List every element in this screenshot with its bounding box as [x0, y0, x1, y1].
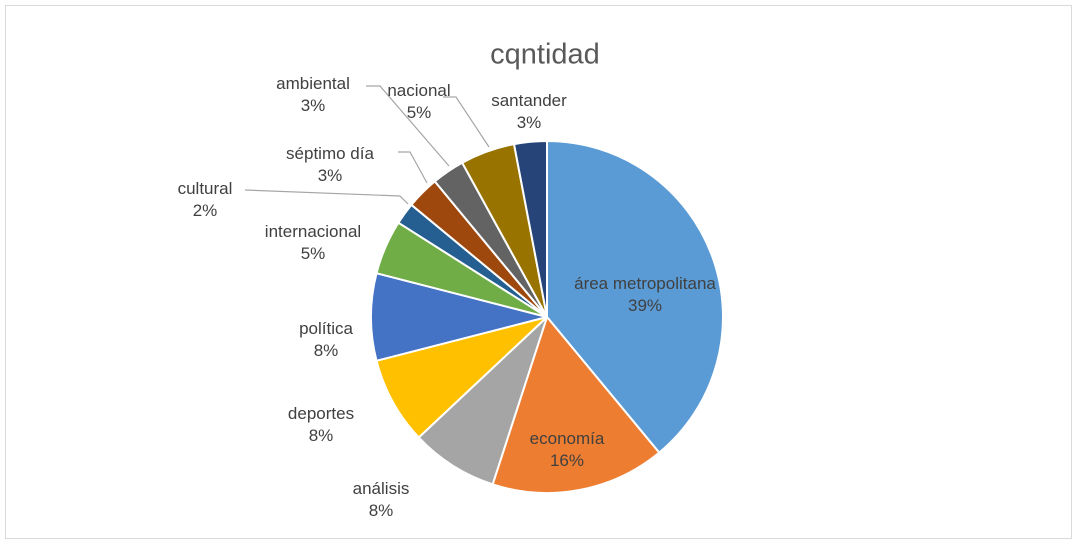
chart-title: cqntidad: [490, 38, 600, 71]
category-label: deportes: [287, 404, 355, 423]
data-label: séptimo día 3%: [286, 143, 374, 187]
pie-slice: [546, 139, 724, 455]
pie-slice: [370, 272, 548, 362]
data-label: análisis 8%: [353, 478, 410, 522]
leader-lines: [244, 85, 490, 205]
leader-line: [244, 189, 409, 205]
value-label: 8%: [308, 426, 334, 445]
category-label: análisis: [352, 479, 410, 498]
value-label: 3%: [300, 96, 326, 115]
pie-slice: [512, 139, 548, 318]
value-label: 3%: [516, 113, 542, 132]
data-label: cultural 2%: [178, 178, 233, 222]
value-label: 8%: [368, 501, 394, 520]
data-label: área metropolitana 39%: [570, 273, 720, 317]
leader-line: [398, 151, 428, 184]
data-label: ambiental 3%: [276, 73, 350, 117]
category-label: cultural: [177, 179, 233, 198]
category-label: política: [299, 319, 353, 338]
category-label: internacional: [264, 222, 362, 241]
category-label: área metropolitana: [574, 274, 716, 293]
value-label: 5%: [300, 244, 326, 263]
category-label: ambiental: [276, 74, 350, 93]
data-label: internacional 5%: [265, 221, 361, 265]
leader-line: [443, 96, 490, 148]
value-label: 8%: [313, 341, 339, 360]
leader-line: [366, 85, 450, 167]
value-label: 39%: [627, 296, 663, 315]
pie-slice: [491, 314, 661, 494]
value-label: 16%: [549, 451, 585, 470]
category-label: nacional: [387, 81, 451, 100]
data-label: deportes 8%: [288, 403, 354, 447]
data-label: nacional 5%: [387, 80, 450, 124]
category-label: economía: [529, 429, 605, 448]
data-label: política 8%: [299, 318, 353, 362]
data-label: economía 16%: [530, 428, 605, 472]
pie-slice: [375, 316, 548, 439]
pie-slice: [417, 316, 548, 486]
value-label: 5%: [406, 103, 432, 122]
pie: [370, 139, 724, 494]
data-label: santander 3%: [491, 90, 567, 134]
value-label: 2%: [192, 201, 218, 220]
value-label: 3%: [317, 166, 343, 185]
category-label: séptimo día: [286, 144, 374, 163]
category-label: santander: [491, 91, 567, 110]
